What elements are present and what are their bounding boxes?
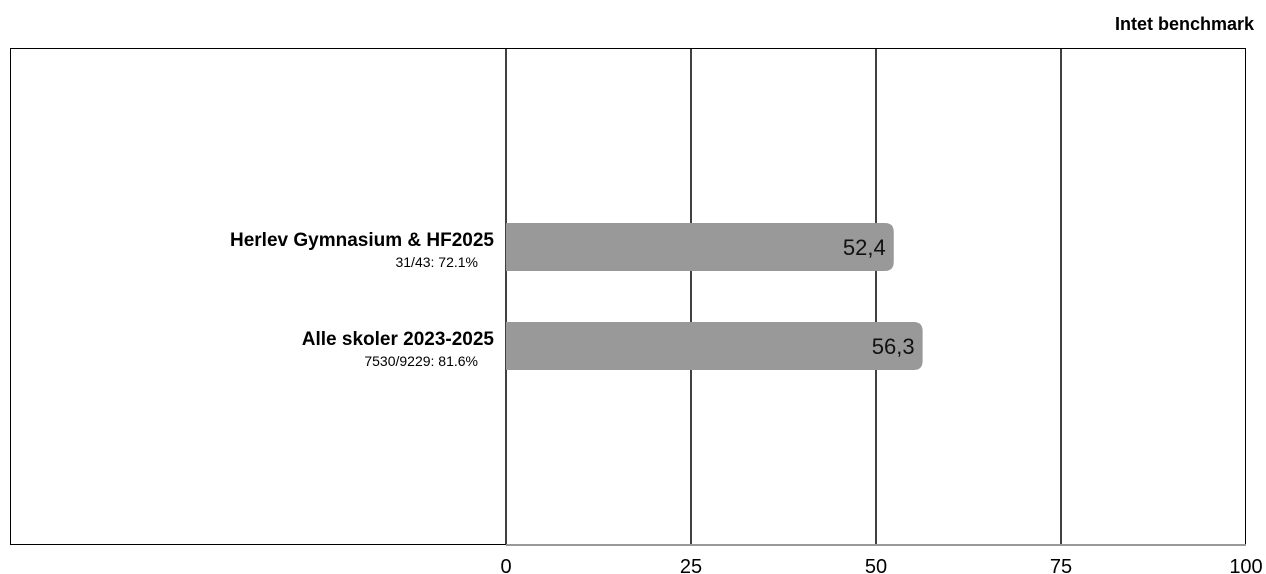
gridlines <box>505 48 1246 546</box>
bar-value-label-1: 56,3 <box>872 334 915 359</box>
benchmark-label: Intet benchmark <box>1114 14 1254 34</box>
category-label-0: Herlev Gymnasium & HF2025 <box>230 230 494 251</box>
x-ticks: 0 25 50 75 100 <box>500 556 1262 574</box>
x-tick-label-75: 75 <box>1050 556 1072 574</box>
x-tick-label-50: 50 <box>865 556 887 574</box>
bars: 52,4 56,3 <box>506 223 923 370</box>
x-tick-label-25: 25 <box>680 556 702 574</box>
bar-1 <box>506 322 923 370</box>
category-sublabel-0: 31/43: 72.1% <box>395 254 478 270</box>
x-tick-label-0: 0 <box>500 556 511 574</box>
category-label-1: Alle skoler 2023-2025 <box>302 329 495 350</box>
category-sublabel-1: 7530/9229: 81.6% <box>364 353 478 369</box>
x-tick-label-100: 100 <box>1229 556 1262 574</box>
bar-value-label-0: 52,4 <box>843 235 886 260</box>
bar-0 <box>506 223 894 271</box>
category-labels: Herlev Gymnasium & HF2025 31/43: 72.1% All… <box>230 230 494 369</box>
